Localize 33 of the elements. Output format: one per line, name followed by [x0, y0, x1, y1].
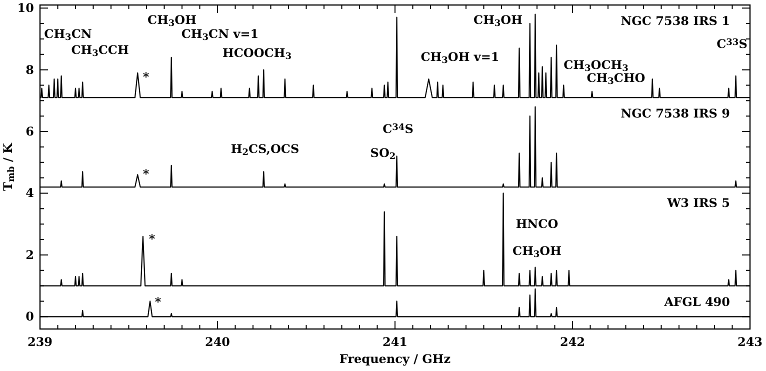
annotation: CH$_{3}$CN v=1 — [181, 27, 259, 44]
annotation: C$^{34}$S — [382, 122, 414, 136]
annotation: CH$_{3}$OH v=1 — [420, 50, 500, 66]
annotation: C$^{33}$S — [716, 37, 748, 51]
x-tick-label: 240 — [204, 335, 230, 349]
y-tick-label: 10 — [17, 1, 34, 16]
annotation: CH$_{3}$OH — [512, 244, 562, 260]
annotation: * — [142, 167, 150, 181]
annotation: * — [154, 295, 162, 309]
annotation: HCOOCH$_{3}$ — [222, 46, 292, 62]
annotation: HNCO — [516, 217, 558, 231]
legend-label: W3 IRS 5 — [666, 196, 730, 210]
y-tick-label: 6 — [26, 124, 34, 139]
legend-label: NGC 7538 IRS 1 — [620, 14, 730, 28]
annotation: CH$_{3}$OH — [474, 13, 522, 30]
annotation: SO$_{2}$ — [370, 146, 396, 162]
y-tick-label: 0 — [26, 310, 34, 324]
legend-label: NGC 7538 IRS 9 — [620, 106, 730, 121]
legend-label: AFGL 490 — [663, 294, 730, 309]
x-tick-label: 239 — [27, 335, 53, 349]
x-tick-label: 243 — [737, 335, 763, 349]
annotation: * — [142, 70, 150, 84]
x-axis-title: Frequency / GHz — [339, 352, 451, 366]
annotation: * — [148, 232, 156, 246]
annotation: CH$_{3}$CCH — [71, 43, 129, 60]
annotation: CH$_{3}$OH — [148, 13, 196, 30]
y-tick-label: 8 — [26, 62, 34, 77]
y-tick-label: 2 — [26, 248, 34, 262]
annotation: CH$_{3}$CN — [44, 27, 92, 44]
x-tick-label: 241 — [382, 335, 408, 349]
annotation: H$_{2}$CS,OCS — [230, 142, 300, 158]
x-tick-label: 242 — [560, 335, 586, 349]
y-tick-label: 4 — [26, 186, 34, 200]
